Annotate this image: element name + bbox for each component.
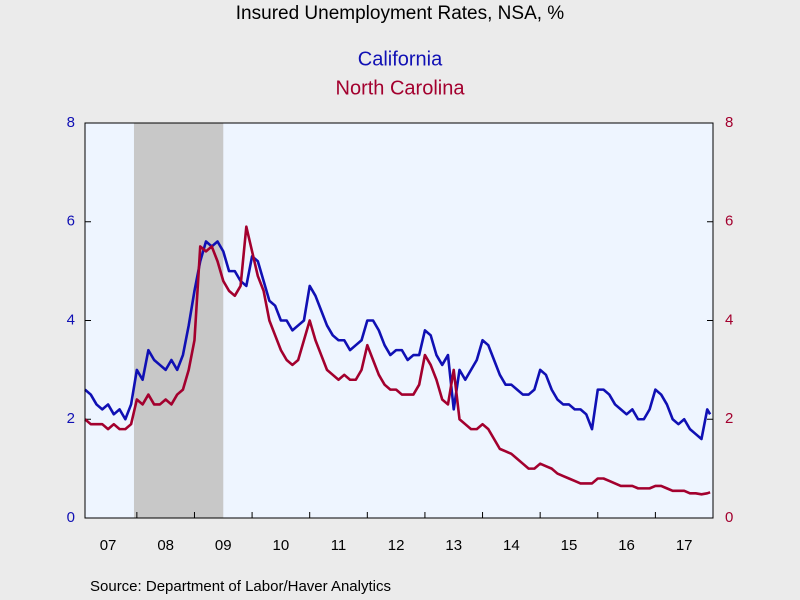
x-tick-label: 11 (331, 537, 347, 554)
y-tick-label: 2 (67, 410, 75, 427)
legend-entry: North Carolina (336, 77, 466, 99)
x-tick-label: 09 (215, 537, 232, 554)
x-tick-label: 07 (100, 537, 117, 554)
y2-tick-label: 0 (725, 509, 733, 526)
x-tick-label: 16 (618, 537, 635, 554)
recession-shading (133, 123, 224, 518)
series-line (84, 225, 711, 496)
x-tick-label: 12 (388, 537, 405, 554)
plot-border (84, 122, 714, 519)
y2-tick-label: 8 (725, 114, 733, 131)
y2-tick-label: 4 (725, 311, 733, 328)
x-tick-label: 13 (445, 537, 462, 554)
y-tick-label: 4 (67, 311, 75, 328)
x-tick-label: 15 (561, 537, 578, 554)
x-tick-label: 10 (273, 537, 290, 554)
y2-tick-label: 2 (725, 410, 733, 427)
x-tick-label: 17 (676, 537, 693, 554)
series-line (84, 240, 712, 441)
y-tick-label: 8 (67, 114, 75, 131)
y-tick-label: 0 (67, 509, 75, 526)
chart-title: Insured Unemployment Rates, NSA, % (236, 3, 565, 24)
y-tick-label: 6 (67, 213, 75, 230)
y2-tick-label: 6 (725, 213, 733, 230)
source-note: Source: Department of Labor/Haver Analyt… (90, 578, 391, 595)
x-tick-label: 14 (503, 537, 520, 554)
x-tick-label: 08 (157, 537, 174, 554)
legend-entry: California (358, 48, 443, 70)
